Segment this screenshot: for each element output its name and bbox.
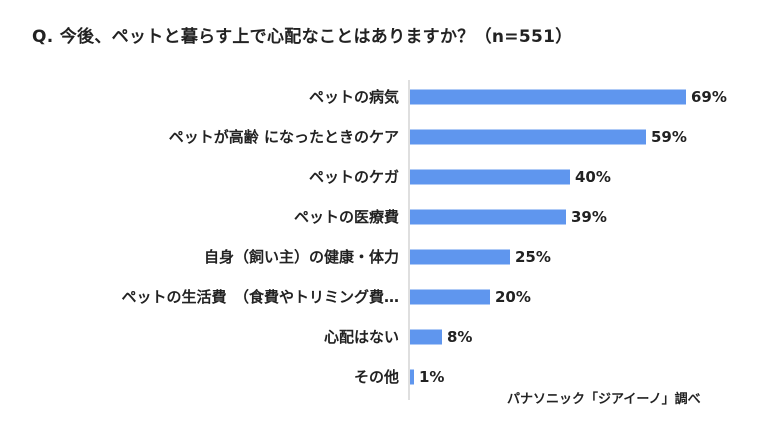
category-label: ペットの医療費 <box>294 208 399 226</box>
category-label: 心配はない <box>324 328 399 346</box>
category-label: ペットが高齢 になったときのケア <box>169 128 399 146</box>
value-label: 59% <box>651 128 687 146</box>
category-label: ペットの病気 <box>309 88 399 106</box>
bar <box>410 249 510 265</box>
bar <box>410 369 414 385</box>
bar <box>410 329 442 345</box>
bar <box>410 169 570 185</box>
source-note: パナソニック「ジアイーノ」調べ <box>507 392 701 407</box>
bars-layer: ペットの病気 69% ペットが高齢 になったときのケア 59% ペットのケガ 40% ペット… <box>121 88 726 386</box>
value-label: 8% <box>447 328 472 346</box>
chart-title: Q. 今後、ペットと暮らす上で心配なことはありますか？（n=551） <box>32 27 573 47</box>
category-label: その他 <box>354 368 399 386</box>
value-label: 20% <box>495 288 531 306</box>
value-label: 1% <box>419 368 444 386</box>
value-label: 25% <box>515 248 551 266</box>
value-label: 40% <box>575 168 611 186</box>
value-label: 39% <box>571 208 607 226</box>
bar <box>410 289 490 305</box>
bar <box>410 129 646 145</box>
category-label: ペットのケガ <box>309 168 399 186</box>
bar <box>410 209 566 225</box>
bar <box>410 89 686 105</box>
category-label: 自身（飼い主）の健康・体力 <box>204 248 399 266</box>
category-label: ペットの生活費 （食費やトリミング費… <box>121 288 399 306</box>
value-label: 69% <box>691 88 727 106</box>
